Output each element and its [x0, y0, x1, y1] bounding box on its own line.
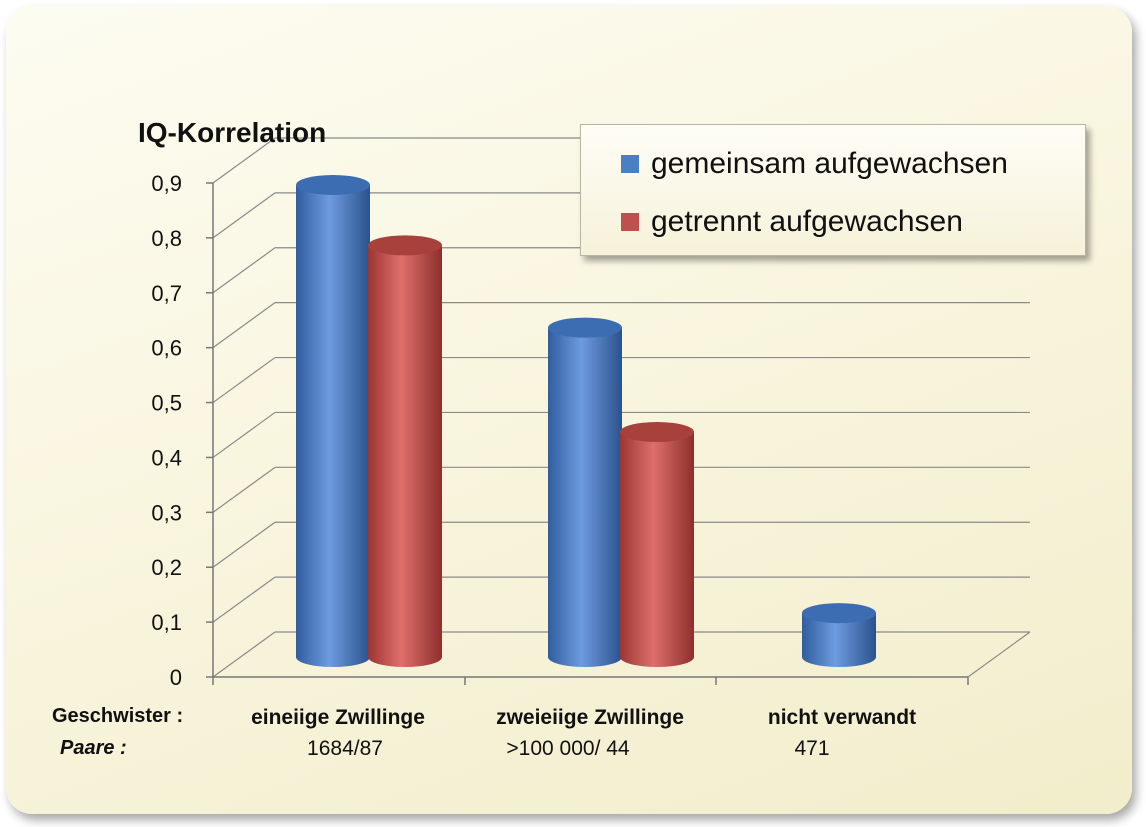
- gridline-depth: [212, 521, 276, 568]
- bar-body: [548, 327, 622, 667]
- floor-right-edge: [967, 631, 1031, 678]
- y-tick-label: 0,1: [151, 610, 182, 635]
- y-tick-label: 0,5: [151, 391, 182, 416]
- bar-body: [368, 245, 442, 667]
- legend-label-getrennt: getrennt aufgewachsen: [651, 205, 963, 238]
- legend-item-gemeinsam: gemeinsam aufgewachsen: [621, 147, 1008, 181]
- bar-top: [548, 317, 622, 338]
- gridline-depth: [212, 411, 276, 458]
- gridline-depth: [212, 631, 276, 678]
- legend-swatch-blue: [621, 155, 639, 173]
- bar-0-0: [296, 174, 370, 668]
- legend-label-gemeinsam: gemeinsam aufgewachsen: [651, 147, 1008, 180]
- chart-legend: gemeinsam aufgewachsen getrennt aufgewac…: [580, 124, 1086, 256]
- category-label-0: eineiige Zwillinge: [251, 706, 425, 729]
- gridline-depth: [212, 357, 276, 404]
- pairs-label-2: 471: [794, 737, 829, 760]
- bar-top: [368, 235, 442, 256]
- bar-top: [620, 421, 694, 442]
- y-tick-label: 0,7: [151, 281, 182, 306]
- gridline-depth: [212, 302, 276, 349]
- y-tick-label: 0,6: [151, 336, 182, 361]
- bar-body: [620, 431, 694, 667]
- legend-item-getrennt: getrennt aufgewachsen: [621, 205, 963, 239]
- gridline-depth: [212, 576, 276, 623]
- bar-top: [802, 603, 876, 624]
- pairs-label-1: >100 000/ 44: [506, 737, 630, 760]
- gridline-depth: [212, 466, 276, 513]
- bar-1-0: [368, 235, 442, 667]
- y-tick-label: 0,8: [151, 226, 182, 251]
- category-label-2: nicht verwandt: [768, 706, 916, 729]
- category-label-1: zweieiige Zwillinge: [496, 706, 684, 729]
- gridline-depth: [212, 137, 276, 184]
- y-axis-label: IQ-Korrelation: [138, 117, 326, 148]
- gridline-depth: [212, 247, 276, 294]
- y-tick-label: 0,4: [151, 445, 182, 470]
- bar-body: [802, 613, 876, 667]
- bar-body: [296, 184, 370, 668]
- pairs-row-label: Paare :: [60, 737, 127, 759]
- siblings-row-label: Geschwister :: [52, 705, 183, 727]
- bar-0-2: [802, 603, 876, 667]
- bar-1-1: [620, 421, 694, 667]
- y-tick-label: 0: [170, 665, 182, 690]
- y-tick-label: 0,9: [151, 171, 182, 196]
- y-tick-label: 0,2: [151, 555, 182, 580]
- y-tick-label: 0,3: [151, 500, 182, 525]
- bar-0-1: [548, 317, 622, 667]
- bar-top: [296, 174, 370, 195]
- gridline-depth: [212, 192, 276, 239]
- pairs-label-0: 1684/87: [307, 737, 383, 760]
- legend-swatch-red: [621, 213, 639, 231]
